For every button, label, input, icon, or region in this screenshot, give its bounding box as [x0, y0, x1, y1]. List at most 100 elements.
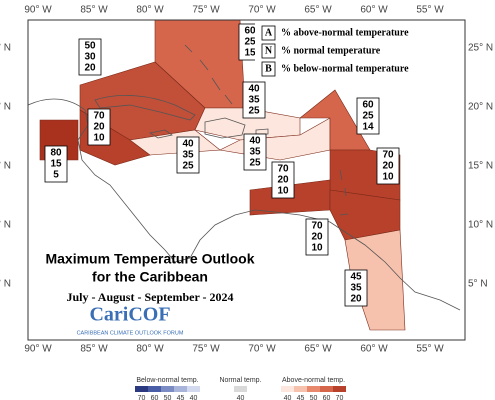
- latitude-label: 5° N: [0, 279, 11, 290]
- probability-value: 25: [182, 161, 194, 172]
- probability-value: 70: [277, 164, 289, 175]
- probability-value: 70: [382, 150, 394, 161]
- probability-value: 15: [244, 48, 256, 59]
- longitude-label: 70° W: [248, 5, 276, 16]
- probability-box: [176, 136, 200, 174]
- latitude-label: 25° N: [0, 43, 11, 54]
- legend-tick: 70: [336, 395, 344, 400]
- key-text: % below-normal temperature: [281, 63, 409, 74]
- longitude-label: 80° W: [136, 5, 164, 16]
- longitude-label: 75° W: [192, 5, 220, 16]
- legend-swatch: [281, 386, 294, 392]
- puerto-rico: [255, 128, 269, 135]
- key: A % above-normal temperature N % normal tem…: [255, 22, 420, 78]
- legend-tick: 70: [138, 395, 146, 400]
- legend-tick: 50: [310, 395, 318, 400]
- color-legend: 70 60 50 45 40 Below-normal temp. 40 Normal tem…: [135, 377, 346, 400]
- lesser-antilles: [339, 169, 349, 216]
- bahamas: [184, 44, 233, 105]
- jamaica: [148, 129, 173, 139]
- latitude-label: 15° N: [468, 161, 493, 172]
- hispaniola: [204, 117, 246, 139]
- legend-tick: 40: [237, 395, 245, 400]
- probability-box: [305, 218, 329, 256]
- central-america: [27, 98, 191, 263]
- coastlines: [27, 44, 461, 311]
- latitude-label: 10° N: [468, 220, 493, 231]
- probability-value: 25: [249, 158, 261, 169]
- legend-tick: 40: [284, 395, 292, 400]
- key-box: [255, 22, 420, 78]
- probability-box: [271, 161, 295, 199]
- probability-value: 35: [182, 150, 194, 161]
- legend-label: Above-normal temp.: [282, 377, 345, 384]
- key-letter: N: [265, 45, 273, 56]
- probability-value: 15: [50, 159, 62, 170]
- longitude-label: 80° W: [136, 344, 164, 355]
- legend-swatch: [148, 386, 161, 392]
- subtitle: July - August - September - 2024: [66, 290, 233, 304]
- longitude-label: 85° W: [80, 344, 108, 355]
- key-text: % above-normal temperature: [281, 27, 409, 38]
- legend-tick: 50: [164, 395, 172, 400]
- legend-label: Below-normal temp.: [136, 377, 198, 384]
- probability-value: 40: [249, 136, 261, 147]
- legend-swatch: [307, 386, 320, 392]
- key-text: % normal temperature: [281, 45, 381, 56]
- latitude-label: 10° N: [0, 220, 11, 231]
- probability-box: [376, 147, 400, 185]
- probability-value: 60: [362, 100, 374, 111]
- latitude-label: 20° N: [0, 102, 11, 113]
- latitude-label: 20° N: [468, 102, 493, 113]
- map-frame: [27, 19, 466, 341]
- probability-value: 10: [277, 186, 289, 197]
- legend-tick: 40: [190, 395, 198, 400]
- legend-swatch: [294, 386, 307, 392]
- probability-value: 30: [84, 52, 96, 63]
- probability-value: 70: [93, 111, 105, 122]
- longitude-label: 55° W: [416, 344, 444, 355]
- legend-swatch: [161, 386, 174, 392]
- probability-value: 35: [249, 147, 261, 158]
- probability-value: 25: [362, 111, 374, 122]
- title-line: for the Caribbean: [92, 269, 208, 285]
- legend-swatch: [174, 386, 187, 392]
- longitude-label: 65° W: [304, 344, 332, 355]
- probability-value: 50: [84, 41, 96, 52]
- longitude-label: 85° W: [80, 5, 108, 16]
- longitude-label: 65° W: [304, 5, 332, 16]
- probability-box: [78, 38, 102, 76]
- probability-value: 60: [244, 26, 256, 37]
- title-line: Maximum Temperature Outlook: [45, 251, 254, 267]
- legend-swatch: [320, 386, 333, 392]
- probability-value: 20: [277, 175, 289, 186]
- longitude-label: 60° W: [360, 5, 388, 16]
- probability-value: 14: [362, 122, 374, 133]
- probability-boxes: 6025155030208015570201040352540352540352…: [44, 23, 400, 307]
- longitude-label: 60° W: [360, 344, 388, 355]
- legend-swatch: [234, 386, 247, 392]
- logo-tagline: CARIBBEAN CLIMATE OUTLOOK FORUM: [77, 330, 184, 336]
- probability-box: [344, 269, 368, 307]
- probability-value: 35: [350, 283, 362, 294]
- legend-tick: 60: [323, 395, 331, 400]
- probability-value: 40: [248, 84, 260, 95]
- probability-value: 80: [50, 148, 62, 159]
- south-america: [189, 209, 461, 311]
- key-letter-box: [261, 43, 276, 59]
- key-letter-box: [261, 61, 276, 77]
- graticule-labels: 90° W 90° W 85° W 85° W 80° W 80° W 75° W 75° W…: [0, 5, 493, 355]
- probability-value: 10: [311, 243, 323, 254]
- probability-value: 20: [311, 232, 323, 243]
- longitude-label: 90° W: [24, 5, 52, 16]
- longitude-label: 90° W: [24, 344, 52, 355]
- legend-tick: 60: [151, 395, 159, 400]
- legend-swatch: [333, 386, 346, 392]
- legend-tick: 45: [177, 395, 185, 400]
- probability-value: 10: [382, 172, 394, 183]
- key-letter: A: [265, 27, 273, 38]
- probability-value: 20: [382, 161, 394, 172]
- legend-tick: 45: [297, 395, 305, 400]
- probability-box: [87, 108, 111, 146]
